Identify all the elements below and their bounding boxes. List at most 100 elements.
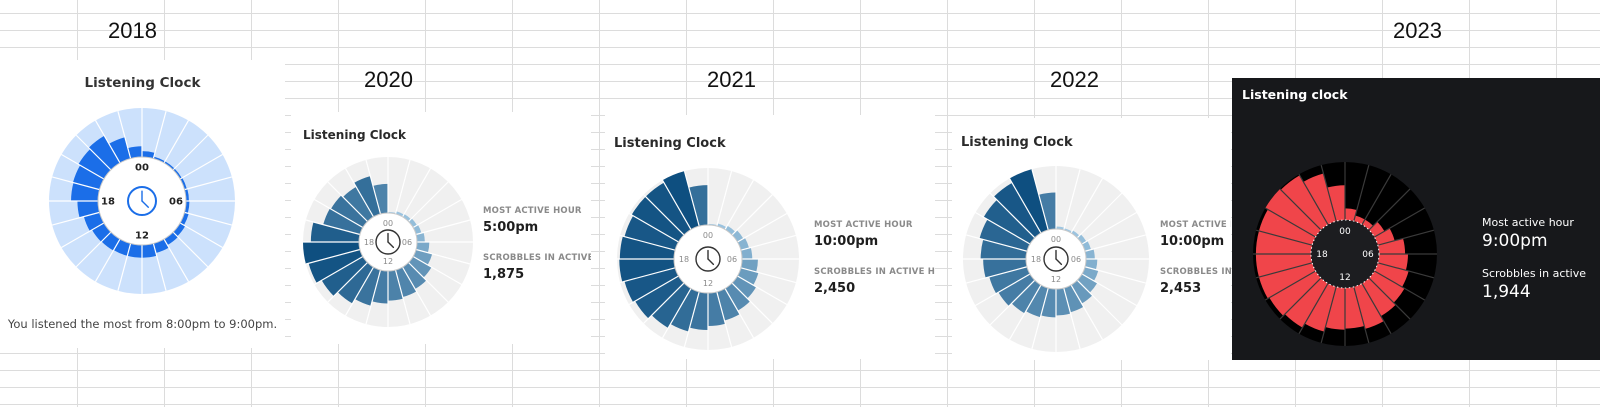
hour-bar <box>180 212 189 226</box>
hour-bar <box>310 222 360 242</box>
listening-clock-chart: 00 06 12 18 <box>1253 162 1437 346</box>
sector-line <box>394 269 411 325</box>
sector-line <box>408 181 449 222</box>
sector-line <box>179 222 223 249</box>
hour-bar <box>1369 271 1405 303</box>
hour-bar <box>651 283 691 328</box>
clock-icon <box>127 186 157 216</box>
hour-label: 12 <box>1339 273 1350 283</box>
hour-bar <box>740 247 753 259</box>
sector-line <box>1255 262 1313 279</box>
hour-bar <box>635 276 684 319</box>
sector-line <box>1031 169 1049 231</box>
sector-line <box>75 134 112 171</box>
sector-line <box>314 255 364 286</box>
sector-line <box>1063 169 1081 231</box>
hour-bar <box>1374 228 1395 246</box>
year-label-2018: 2018 <box>108 18 157 43</box>
stats-block: Most active hou 10:00pm Scrobbles in ac … <box>1160 220 1231 314</box>
hour-label: 06 <box>727 255 737 264</box>
stat-label: Most active hour <box>814 220 913 230</box>
sector-line <box>415 248 471 265</box>
hour-bar <box>983 199 1035 244</box>
sector-line <box>365 269 382 325</box>
hour-label: 18 <box>364 238 374 247</box>
hour-bar <box>72 165 104 190</box>
hour-bar <box>173 223 186 237</box>
hour-bar <box>1255 254 1313 278</box>
hour-bar <box>1280 175 1328 230</box>
stat-value: 1,875 <box>483 267 525 282</box>
hour-label: 18 <box>101 197 115 208</box>
hour-bar <box>619 259 676 282</box>
sector-line <box>737 212 788 243</box>
hour-bar <box>1362 278 1396 317</box>
hour-bar <box>1353 215 1365 225</box>
hour-bar <box>725 225 736 235</box>
stat-value: 2,450 <box>814 281 856 296</box>
sector-line <box>1368 188 1411 231</box>
hour-bar <box>1056 226 1065 231</box>
sector-line <box>184 211 232 226</box>
sector-line <box>975 273 1031 307</box>
hour-bar <box>330 195 368 228</box>
hour-bar <box>1377 254 1408 271</box>
hour-bar <box>353 176 381 217</box>
stat-value: 5:00pm <box>483 220 539 235</box>
hour-label: 12 <box>1051 275 1061 284</box>
hour-bar <box>355 267 381 306</box>
hour-label: 18 <box>1316 250 1328 260</box>
stat-label: Most active hour <box>483 206 582 216</box>
sector-line <box>619 234 676 251</box>
sector-line <box>1377 262 1435 279</box>
hour-bar <box>173 168 182 179</box>
clock-icon <box>375 229 401 255</box>
panel-title: Listening Clock <box>961 135 1073 150</box>
sector-line <box>643 282 685 324</box>
hour-bar <box>708 291 726 327</box>
stat-label: Most active hou <box>1160 220 1231 230</box>
clock-hand <box>387 241 395 249</box>
sector-line <box>412 255 462 286</box>
hour-bar <box>413 249 433 265</box>
hour-bar <box>1063 228 1072 234</box>
hour-bar <box>127 146 142 159</box>
hour-bar <box>1377 238 1406 254</box>
hour-bar <box>337 262 374 304</box>
hour-bar <box>979 219 1031 252</box>
hour-bar <box>631 196 684 242</box>
clock-icon <box>1043 246 1069 272</box>
hour-bar <box>1071 230 1080 238</box>
hour-label: 06 <box>169 197 183 208</box>
sector-line <box>344 168 375 218</box>
sector-line <box>966 266 1028 284</box>
sector-line <box>966 234 1028 252</box>
sector-line <box>1076 279 1123 326</box>
stat-value: 1,944 <box>1482 282 1531 302</box>
sector-line <box>75 231 112 268</box>
sector-line <box>344 266 375 316</box>
panel-2022: Listening Clock 00 06 12 18 Most active hou… <box>952 118 1231 360</box>
sector-line <box>661 288 692 339</box>
sector-line <box>1070 284 1104 340</box>
hour-bar <box>127 243 142 258</box>
hour-bar <box>1040 287 1056 318</box>
hour-bar <box>180 177 187 190</box>
sector-line <box>415 219 471 236</box>
hour-bar <box>83 212 104 232</box>
hour-bar <box>321 256 368 297</box>
hour-bar <box>732 276 757 299</box>
hour-label: 18 <box>679 255 689 264</box>
hour-bar <box>1038 192 1056 231</box>
hour-label: 00 <box>383 219 393 228</box>
hour-label: 00 <box>1339 227 1351 237</box>
sector-line <box>365 159 382 215</box>
hour-bar <box>1077 274 1098 293</box>
stat-value: 10:00pm <box>1160 234 1225 249</box>
sector-line <box>184 176 232 191</box>
hour-label: 00 <box>703 231 713 240</box>
hour-bar <box>323 208 363 235</box>
stat-label: Scrobbles in active hour <box>814 267 935 277</box>
sector-line <box>1084 266 1146 284</box>
sector-line <box>1361 174 1392 225</box>
